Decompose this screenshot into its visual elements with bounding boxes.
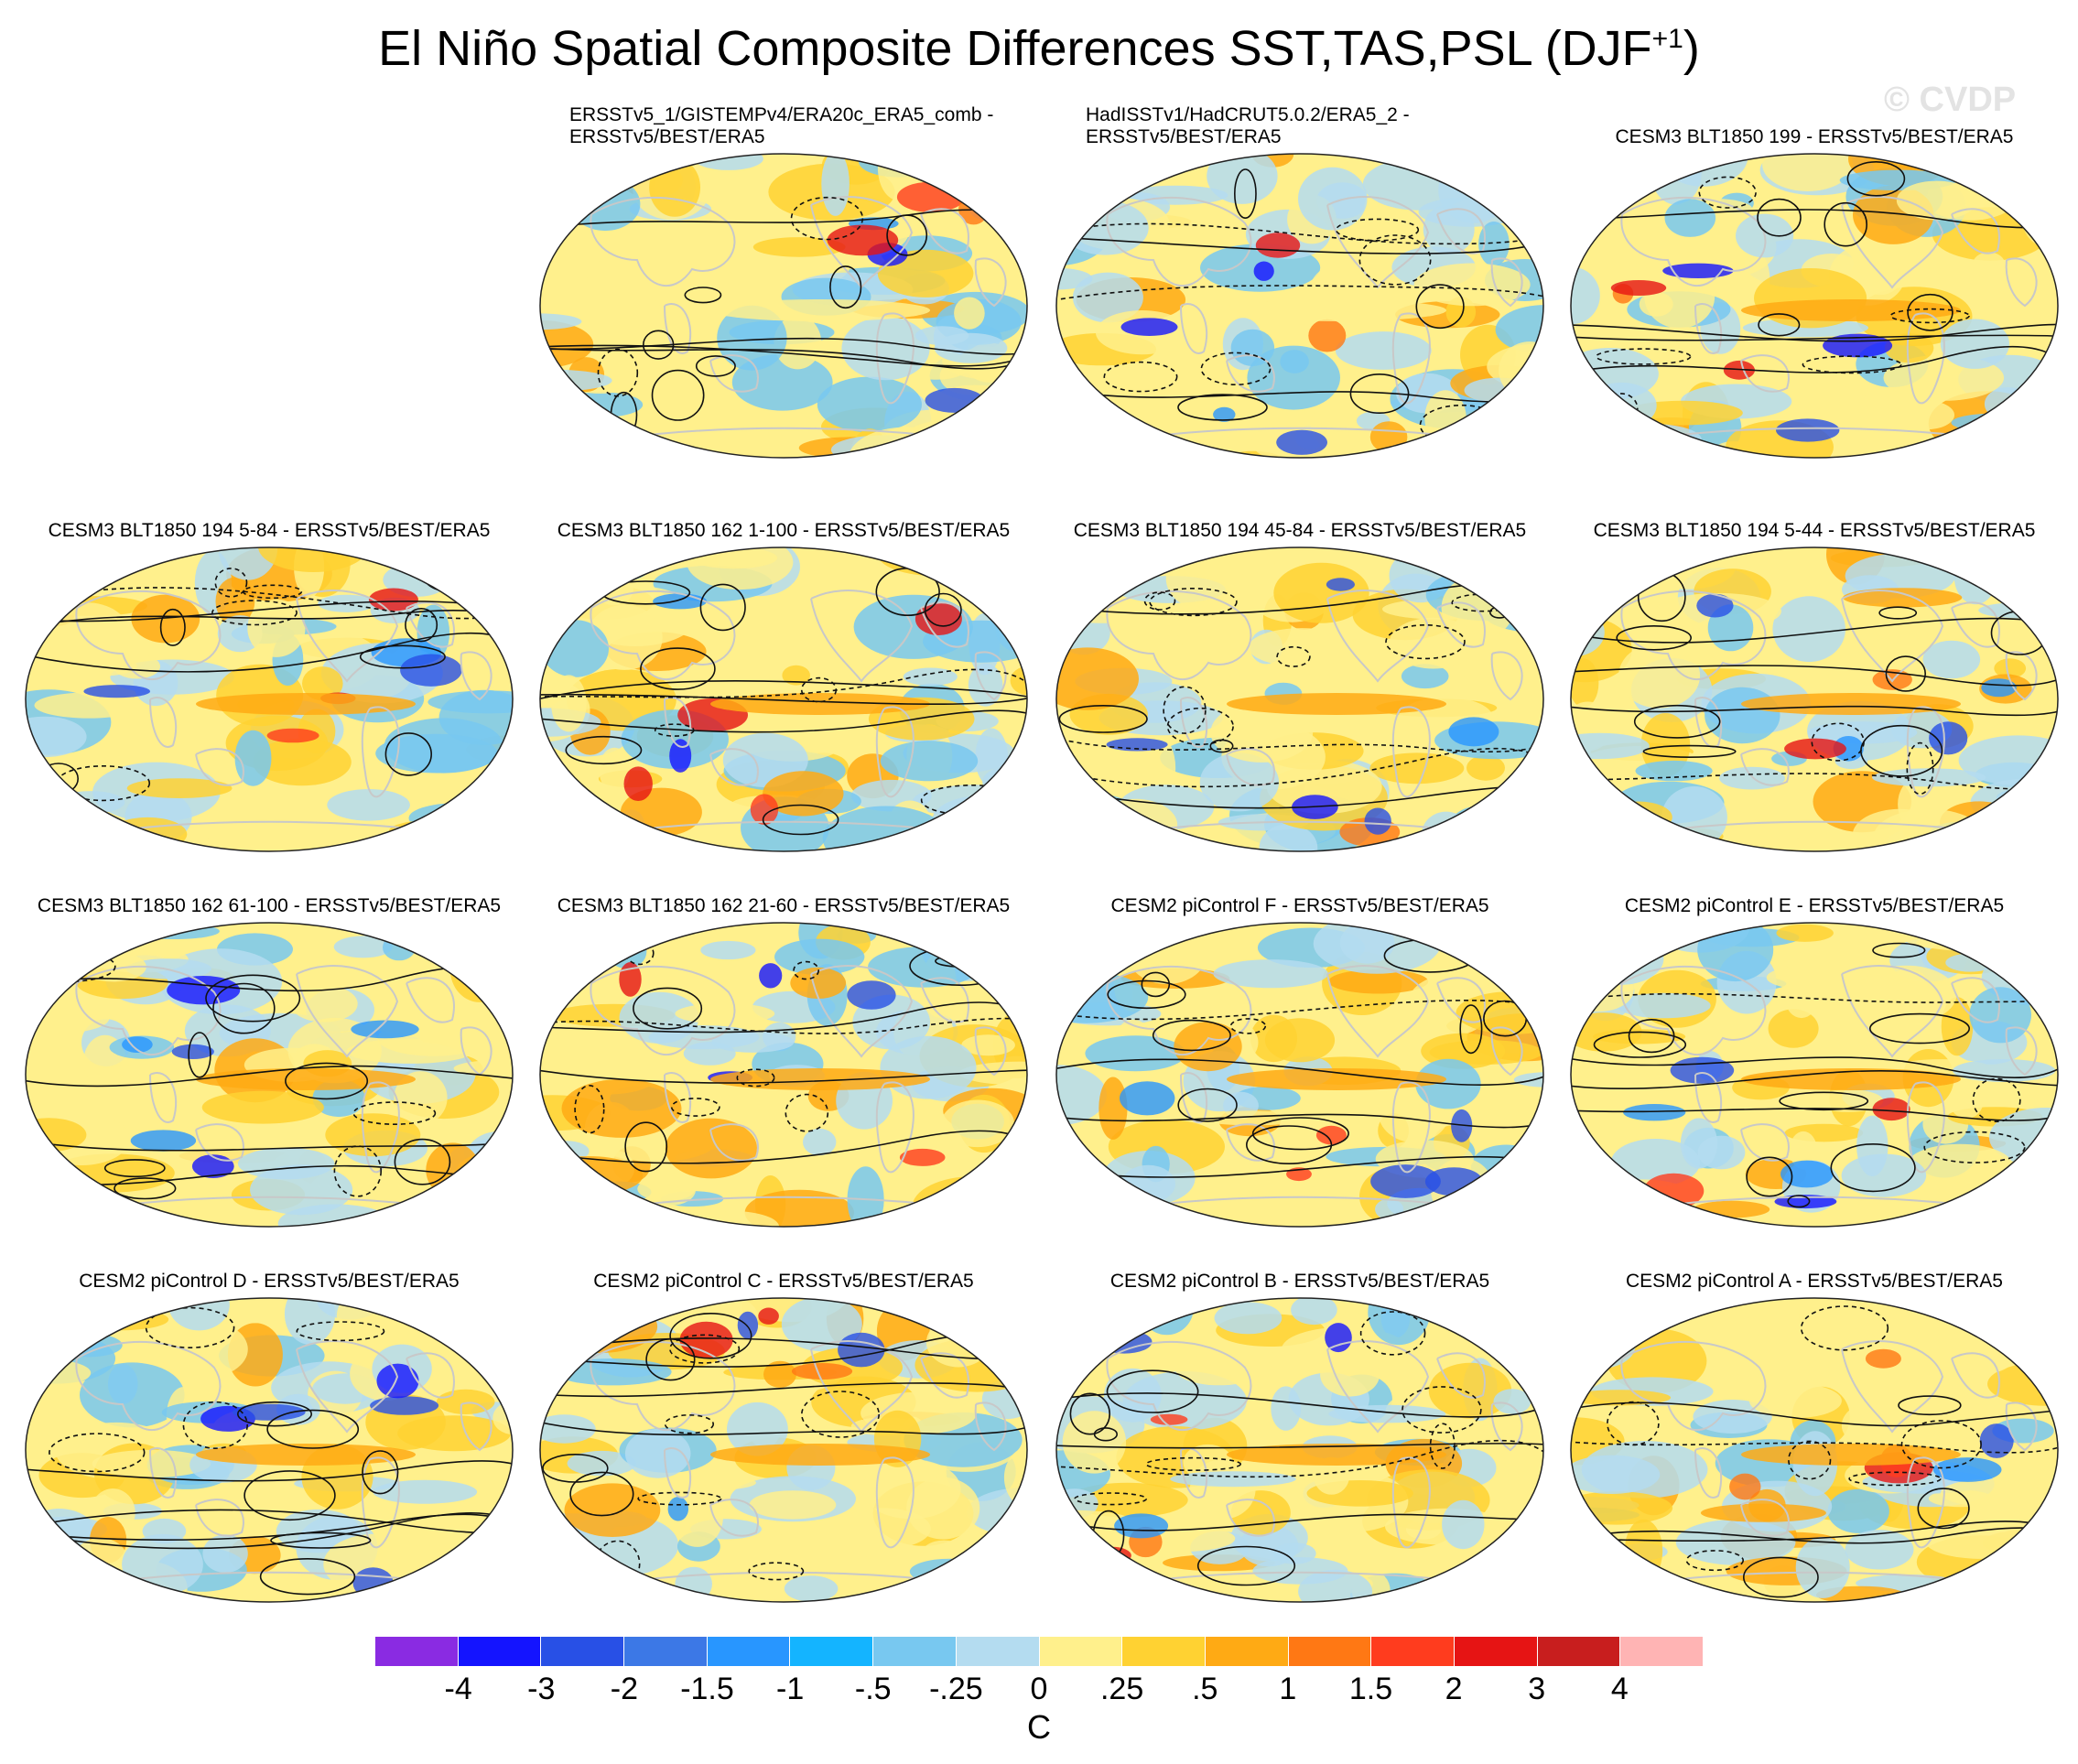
colorbar-tick-label: 0	[1030, 1672, 1048, 1706]
figure-title: El Niño Spatial Composite Differences SS…	[378, 21, 1700, 76]
colorbar-tick-label: -.5	[854, 1672, 892, 1706]
panel-title: CESM3 BLT1850 162 61-100 - ERSSTv5/BEST/…	[18, 860, 520, 917]
map-panel: HadISSTv1/HadCRUT5.0.2/ERA5_2 - ERSSTv5/B…	[1049, 92, 1551, 467]
colorbar-swatch	[790, 1637, 874, 1666]
map-panel: CESM2 piControl B - ERSSTv5/BEST/ERA5	[1049, 1236, 1551, 1611]
panel-title-line: CESM2 piControl A - ERSSTv5/BEST/ERA5	[1626, 1271, 2003, 1292]
colorbar-tick-label: -1.5	[680, 1672, 734, 1706]
panel-title-line: CESM3 BLT1850 162 21-60 - ERSSTv5/BEST/E…	[557, 895, 1011, 916]
robinson-map	[539, 547, 1028, 852]
panel-title: CESM3 BLT1850 162 1-100 - ERSSTv5/BEST/E…	[533, 485, 1034, 542]
robinson-map	[1570, 1297, 2059, 1603]
robinson-map	[1570, 153, 2059, 459]
robinson-map	[1055, 922, 1544, 1228]
colorbar-tick-label: 2	[1445, 1672, 1463, 1706]
map-panel: CESM3 BLT1850 199 - ERSSTv5/BEST/ERA5	[1564, 92, 2065, 467]
panel-title: CESM3 BLT1850 194 5-84 - ERSSTv5/BEST/ER…	[18, 485, 520, 542]
colorbar-swatch	[873, 1637, 957, 1666]
colorbar-swatch	[624, 1637, 708, 1666]
colorbar-swatch	[458, 1637, 542, 1666]
panel-title-line: ERSSTv5/BEST/ERA5	[1086, 126, 1282, 147]
colorbar-tick-label: 3	[1528, 1672, 1546, 1706]
panel-title-line: CESM3 BLT1850 194 45-84 - ERSSTv5/BEST/E…	[1073, 520, 1527, 541]
colorbar-labels: -4 -3 -2 -1.5 -1 -.5 -.25 0 .25 .5 1 1.5 2 3 4	[0, 1672, 2078, 1712]
colorbar-tick-label: .25	[1099, 1672, 1144, 1706]
robinson-map	[1055, 547, 1544, 852]
map-panel: CESM2 piControl D - ERSSTv5/BEST/ERA5	[18, 1236, 520, 1611]
panel-title: CESM2 piControl F - ERSSTv5/BEST/ERA5	[1049, 860, 1551, 917]
panel-title: CESM3 BLT1850 199 - ERSSTv5/BEST/ERA5	[1564, 92, 2065, 148]
panel-title: CESM2 piControl C - ERSSTv5/BEST/ERA5	[533, 1236, 1034, 1293]
robinson-map	[539, 922, 1028, 1228]
colorbar-swatch	[707, 1637, 791, 1666]
colorbar-tick-label: 1	[1279, 1672, 1297, 1706]
robinson-map	[25, 922, 514, 1228]
panel-title: CESM3 BLT1850 194 45-84 - ERSSTv5/BEST/E…	[1049, 485, 1551, 542]
map-panel: CESM3 BLT1850 194 45-84 - ERSSTv5/BEST/E…	[1049, 485, 1551, 860]
colorbar-tick-label: .5	[1192, 1672, 1218, 1706]
colorbar-swatch	[956, 1637, 1040, 1666]
panel-title: CESM2 piControl B - ERSSTv5/BEST/ERA5	[1049, 1236, 1551, 1293]
map-panel: ERSSTv5_1/GISTEMPv4/ERA20c_ERA5_comb - ER…	[533, 92, 1034, 467]
map-panel: CESM2 piControl F - ERSSTv5/BEST/ERA5	[1049, 860, 1551, 1236]
panel-title-line: CESM2 piControl E - ERSSTv5/BEST/ERA5	[1624, 895, 2005, 916]
map-panel: CESM3 BLT1850 194 5-44 - ERSSTv5/BEST/ER…	[1564, 485, 2065, 860]
panel-title-line: CESM3 BLT1850 162 1-100 - ERSSTv5/BEST/E…	[557, 520, 1011, 541]
colorbar-swatch	[375, 1637, 459, 1666]
map-panel: CESM3 BLT1850 194 5-84 - ERSSTv5/BEST/ER…	[18, 485, 520, 860]
colorbar-tick-label: -2	[610, 1672, 638, 1706]
colorbar-swatch	[1537, 1637, 1621, 1666]
map-panel: CESM3 BLT1850 162 21-60 - ERSSTv5/BEST/E…	[533, 860, 1034, 1236]
panel-title: CESM3 BLT1850 162 21-60 - ERSSTv5/BEST/E…	[533, 860, 1034, 917]
colorbar-tick-label: -4	[444, 1672, 472, 1706]
robinson-map	[1055, 153, 1544, 459]
map-panel: CESM3 BLT1850 162 1-100 - ERSSTv5/BEST/E…	[533, 485, 1034, 860]
map-panel: CESM3 BLT1850 162 61-100 - ERSSTv5/BEST/…	[18, 860, 520, 1236]
panel-title-line: CESM2 piControl C - ERSSTv5/BEST/ERA5	[593, 1271, 974, 1292]
colorbar-swatch	[1620, 1637, 1703, 1666]
map-panel: CESM2 piControl E - ERSSTv5/BEST/ERA5	[1564, 860, 2065, 1236]
panel-title: CESM2 piControl E - ERSSTv5/BEST/ERA5	[1564, 860, 2065, 917]
panel-title: CESM2 piControl A - ERSSTv5/BEST/ERA5	[1564, 1236, 2065, 1293]
panel-title-line: CESM3 BLT1850 162 61-100 - ERSSTv5/BEST/…	[37, 895, 502, 916]
colorbar-swatch	[1205, 1637, 1289, 1666]
watermark: © CVDP	[1884, 81, 2017, 119]
panel-title-line: ERSSTv5/BEST/ERA5	[569, 126, 765, 147]
robinson-map	[539, 153, 1028, 459]
colorbar-tick-label: -1	[776, 1672, 805, 1706]
robinson-map	[539, 1297, 1028, 1603]
colorbar-tick-label: -3	[527, 1672, 556, 1706]
panel-title-line: CESM3 BLT1850 194 5-84 - ERSSTv5/BEST/ER…	[48, 520, 491, 541]
robinson-map	[25, 1297, 514, 1603]
colorbar-swatch	[1371, 1637, 1455, 1666]
robinson-map	[25, 547, 514, 852]
colorbar-swatch	[1454, 1637, 1538, 1666]
map-panel: CESM2 piControl C - ERSSTv5/BEST/ERA5	[533, 1236, 1034, 1611]
robinson-map	[1055, 1297, 1544, 1603]
colorbar-tick-label: 1.5	[1348, 1672, 1393, 1706]
panel-title: CESM2 piControl D - ERSSTv5/BEST/ERA5	[18, 1236, 520, 1293]
panel-title: HadISSTv1/HadCRUT5.0.2/ERA5_2 - ERSSTv5/B…	[1049, 92, 1551, 148]
panel-title: CESM3 BLT1850 194 5-44 - ERSSTv5/BEST/ER…	[1564, 485, 2065, 542]
colorbar-tick-label: 4	[1610, 1672, 1629, 1706]
robinson-map	[1570, 547, 2059, 852]
colorbar-units: C	[1027, 1708, 1051, 1746]
panel-title: ERSSTv5_1/GISTEMPv4/ERA20c_ERA5_comb - ER…	[533, 92, 1034, 148]
panel-title-line: CESM2 piControl F - ERSSTv5/BEST/ERA5	[1110, 895, 1489, 916]
panel-title-line: CESM3 BLT1850 199 - ERSSTv5/BEST/ERA5	[1615, 126, 2014, 147]
colorbar-swatch	[1288, 1637, 1372, 1666]
colorbar	[375, 1637, 1703, 1666]
colorbar-swatch	[1039, 1637, 1123, 1666]
robinson-map	[1570, 922, 2059, 1228]
colorbar-swatch	[1122, 1637, 1206, 1666]
colorbar-tick-label: -.25	[929, 1672, 983, 1706]
map-panel: CESM2 piControl A - ERSSTv5/BEST/ERA5	[1564, 1236, 2065, 1611]
panel-title-line: CESM3 BLT1850 194 5-44 - ERSSTv5/BEST/ER…	[1593, 520, 2036, 541]
panel-title-line: HadISSTv1/HadCRUT5.0.2/ERA5_2 -	[1086, 104, 1410, 125]
panel-title-line: CESM2 piControl D - ERSSTv5/BEST/ERA5	[79, 1271, 460, 1292]
colorbar-swatch	[541, 1637, 625, 1666]
panel-title-line: CESM2 piControl B - ERSSTv5/BEST/ERA5	[1109, 1271, 1490, 1292]
panel-title-line: ERSSTv5_1/GISTEMPv4/ERA20c_ERA5_comb -	[569, 104, 994, 125]
